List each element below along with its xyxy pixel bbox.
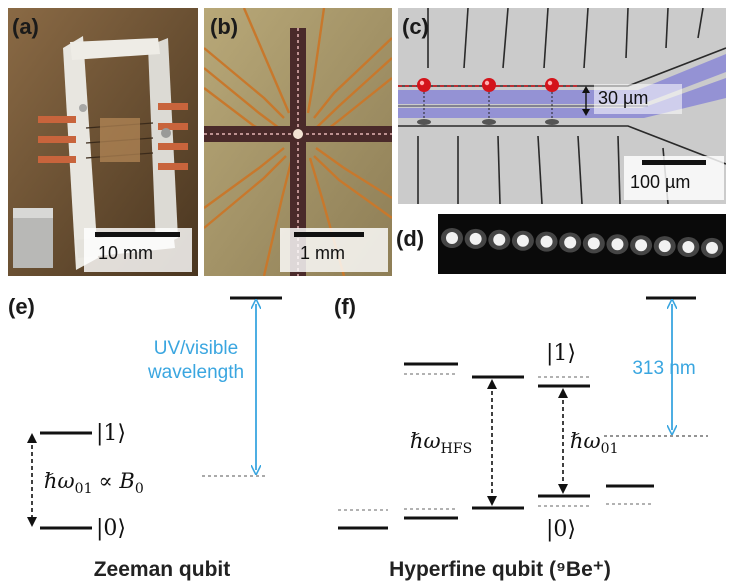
ion-bright-spot [587,237,600,250]
zeeman-levels [40,296,282,530]
hyperfine-ket-1: |1⟩ [546,341,576,366]
panel-label-a: (a) [12,14,39,39]
panel-label-d: (d) [396,226,425,251]
hyperfine-qubit-label: ℏω01 [570,429,618,457]
zeeman-title: Zeeman qubit [94,558,231,581]
ion-spacing-label: 30 µm [598,88,649,108]
panel-label-c: (c) [402,14,429,39]
ion-bright-spot [682,241,695,253]
zeeman-transition-label: ℏω01 ∝ B0 [44,469,144,497]
ion-crystal-image [438,214,726,274]
hyperfine-title: Hyperfine qubit (⁹Be⁺) [389,558,611,581]
scale-label-c: 100 µm [630,172,691,192]
ion-bright-spot [635,239,648,252]
hfs-label: ℏωHFS [410,429,472,457]
ion-bright-spot [611,238,624,251]
ion-bright-spot [706,241,718,254]
uv-label-line1: UV/visible [154,338,238,359]
scale-bar-b [294,232,364,237]
energy-level-diagrams: (e) UV/visible wavelength |1⟩ |0⟩ ℏω01 ∝ … [8,294,708,581]
scale-label-a: 10 mm [98,243,154,263]
panel-label-f: (f) [334,294,356,319]
ion-bright-spot [564,236,577,249]
spacing-label-box [594,84,682,114]
scale-bar-a [95,232,180,237]
ion-bright-spot [446,232,458,244]
ion-bright-spot [493,233,506,246]
ion-bright-spot [469,232,482,245]
hyperfine-levels [338,296,708,530]
ion-bright-spot [516,234,529,247]
trap-chip-illustration [204,8,392,276]
panel-label-b: (b) [210,14,239,39]
uv-label-line2: wavelength [147,362,244,383]
zeeman-ket-0: |0⟩ [96,516,126,541]
hyperfine-ket-0: |0⟩ [546,517,576,542]
scale-bar-c [642,160,706,165]
hyperfine-wavelength: 313 nm [632,358,695,379]
ion-bright-spot [540,235,553,248]
ion-bright-spot [658,240,671,253]
zeeman-ket-1: |1⟩ [96,421,126,446]
ion-crystal-svg [441,228,723,258]
scale-label-b: 1 mm [300,243,345,263]
panel-label-e: (e) [8,294,35,319]
